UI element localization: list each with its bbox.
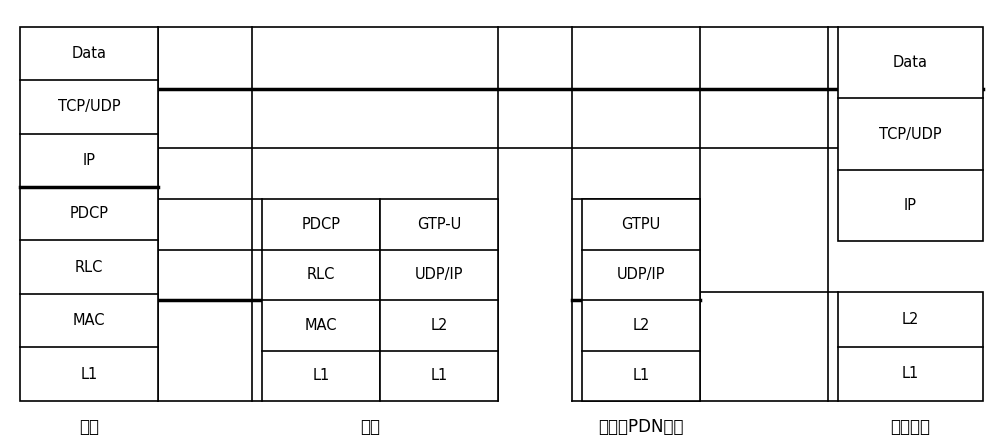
Text: RLC: RLC bbox=[75, 260, 103, 275]
Text: IP: IP bbox=[83, 153, 96, 168]
Text: TCP/UDP: TCP/UDP bbox=[58, 99, 120, 114]
Text: IP: IP bbox=[904, 198, 917, 213]
Text: 业务网络: 业务网络 bbox=[890, 419, 930, 436]
Bar bbox=[582, 199, 700, 401]
Text: GTPU: GTPU bbox=[621, 217, 661, 232]
Text: 基站: 基站 bbox=[360, 419, 380, 436]
Bar bbox=[380, 199, 498, 401]
Text: PDCP: PDCP bbox=[302, 217, 340, 232]
Text: 终端: 终端 bbox=[79, 419, 99, 436]
Text: GTP-U: GTP-U bbox=[417, 217, 461, 232]
Text: TCP/UDP: TCP/UDP bbox=[879, 127, 942, 141]
Bar bbox=[20, 27, 158, 401]
Text: L1: L1 bbox=[632, 368, 650, 383]
Text: UDP/IP: UDP/IP bbox=[415, 268, 463, 283]
Text: RLC: RLC bbox=[307, 268, 335, 283]
Text: MAC: MAC bbox=[305, 318, 337, 333]
Text: Data: Data bbox=[72, 46, 107, 61]
Bar bbox=[262, 199, 380, 401]
Text: L2: L2 bbox=[902, 312, 919, 327]
Text: 核心网PDN网关: 核心网PDN网关 bbox=[598, 419, 684, 436]
Text: PDCP: PDCP bbox=[70, 206, 109, 221]
Bar bbox=[838, 292, 983, 401]
Text: L2: L2 bbox=[632, 318, 650, 333]
Text: L1: L1 bbox=[312, 368, 330, 383]
Bar bbox=[838, 27, 983, 241]
Text: Data: Data bbox=[893, 55, 928, 70]
Text: L2: L2 bbox=[430, 318, 448, 333]
Text: L1: L1 bbox=[80, 367, 98, 382]
Text: L1: L1 bbox=[902, 366, 919, 381]
Text: MAC: MAC bbox=[73, 313, 105, 328]
Text: UDP/IP: UDP/IP bbox=[617, 268, 665, 283]
Text: L1: L1 bbox=[430, 368, 448, 383]
